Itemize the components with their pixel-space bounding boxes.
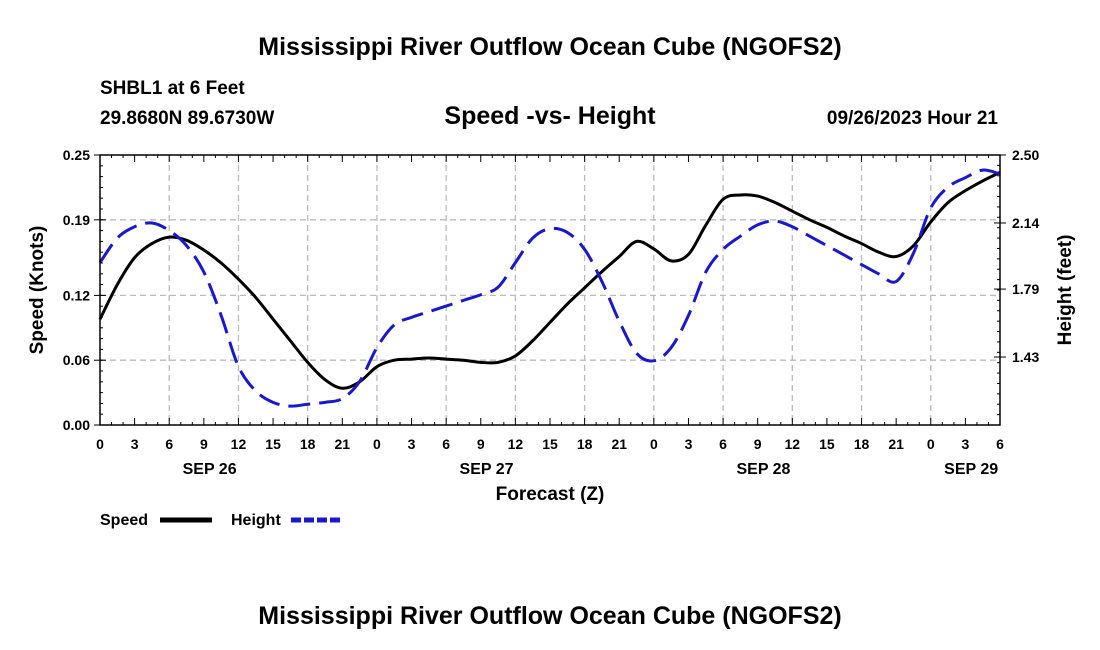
legend-speed-label: Speed bbox=[100, 512, 148, 529]
y-left-tick-label: 0.06 bbox=[63, 352, 90, 368]
legend-height-label: Height bbox=[231, 512, 281, 529]
x-tick-label: 0 bbox=[927, 436, 935, 452]
forecast-datetime: 09/26/2023 Hour 21 bbox=[827, 108, 999, 129]
x-tick-label: 12 bbox=[785, 436, 801, 452]
x-tick-label: 15 bbox=[819, 436, 835, 452]
plot-series bbox=[98, 168, 1001, 408]
y-right-tick-label: 1.79 bbox=[1012, 281, 1039, 297]
x-tick-label: 0 bbox=[650, 436, 658, 452]
x-tick-label: 15 bbox=[542, 436, 558, 452]
x-date-label: SEP 29 bbox=[944, 461, 998, 478]
x-tick-label: 3 bbox=[131, 436, 139, 452]
x-tick-label: 21 bbox=[335, 436, 351, 452]
x-tick-label: 6 bbox=[165, 436, 173, 452]
x-tick-label: 3 bbox=[961, 436, 969, 452]
x-tick-label: 0 bbox=[373, 436, 381, 452]
x-tick-label: 18 bbox=[300, 436, 316, 452]
x-tick-label: 15 bbox=[265, 436, 281, 452]
y-left-tick-label: 0.00 bbox=[63, 417, 90, 433]
station-name: SHBL1 at 6 Feet bbox=[100, 78, 245, 99]
grid-lines bbox=[100, 155, 1000, 425]
x-tick-label: 9 bbox=[477, 436, 485, 452]
x-date-label: SEP 27 bbox=[460, 461, 514, 478]
y-axis-label-right: Height (feet) bbox=[1055, 235, 1076, 346]
x-tick-label: 18 bbox=[577, 436, 593, 452]
x-axis-label: Forecast (Z) bbox=[496, 484, 605, 505]
x-tick-label: 6 bbox=[719, 436, 727, 452]
x-tick-label: 12 bbox=[508, 436, 524, 452]
x-tick-label: 0 bbox=[96, 436, 104, 452]
page-title: Mississippi River Outflow Ocean Cube (NG… bbox=[258, 33, 841, 61]
y-axis-label-left: Speed (Knots) bbox=[27, 226, 48, 355]
series-height-line bbox=[98, 168, 1001, 408]
plot-frame bbox=[99, 154, 1001, 426]
x-date-label: SEP 26 bbox=[183, 461, 237, 478]
x-tick-label: 21 bbox=[888, 436, 904, 452]
x-tick-label: 6 bbox=[442, 436, 450, 452]
chart-subtitle: Speed -vs- Height bbox=[444, 102, 656, 130]
y-right-tick-label: 2.50 bbox=[1012, 147, 1039, 163]
y-right-tick-label: 2.14 bbox=[1012, 215, 1039, 231]
x-tick-label: 21 bbox=[611, 436, 627, 452]
x-tick-label: 3 bbox=[408, 436, 416, 452]
y-left-tick-label: 0.25 bbox=[63, 147, 90, 163]
x-tick-label: 18 bbox=[854, 436, 870, 452]
series-speed-line bbox=[98, 170, 1001, 390]
station-location: 29.8680N 89.6730W bbox=[100, 108, 274, 129]
legend: Speed Height bbox=[100, 512, 343, 529]
y-left-tick-label: 0.19 bbox=[63, 212, 90, 228]
y-right-tick-label: 1.43 bbox=[1012, 349, 1039, 365]
bottom-title: Mississippi River Outflow Ocean Cube (NG… bbox=[258, 602, 841, 630]
axis-ticks bbox=[94, 154, 1006, 426]
x-tick-label: 12 bbox=[231, 436, 247, 452]
x-tick-label: 9 bbox=[754, 436, 762, 452]
x-tick-label: 3 bbox=[685, 436, 693, 452]
x-date-label: SEP 28 bbox=[736, 461, 790, 478]
x-tick-label: 9 bbox=[200, 436, 208, 452]
y-left-tick-label: 0.12 bbox=[63, 287, 90, 303]
x-tick-label: 6 bbox=[996, 436, 1004, 452]
axis-tick-labels: 0 3 6 9 12 15 18 21 0 3 6 9 12 15 18 21 0 3 6 9 12 15 18 21 0 3 6S… bbox=[63, 147, 1040, 478]
